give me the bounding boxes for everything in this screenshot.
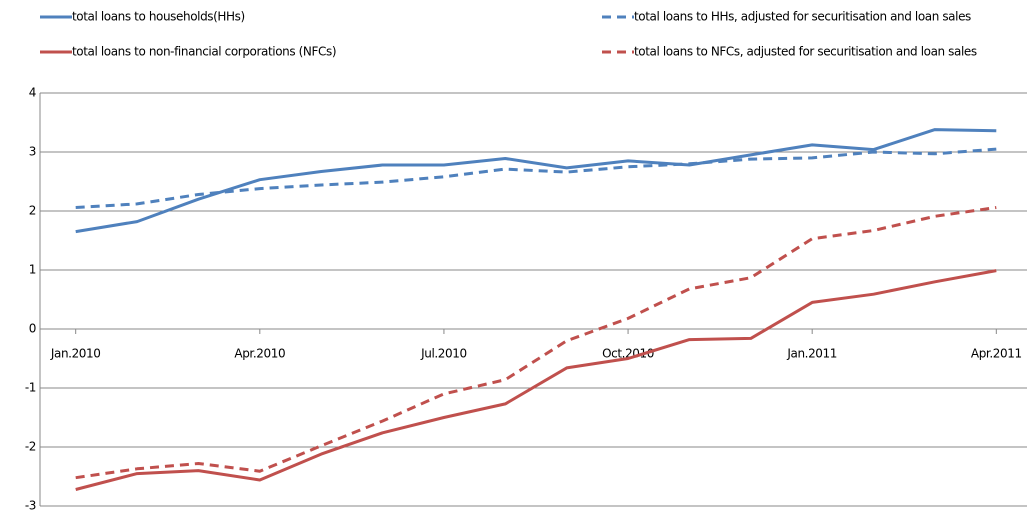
- y-tick-label: 3: [29, 145, 36, 159]
- legend-label: total loans to HHs, adjusted for securit…: [634, 10, 971, 24]
- series-line: [75, 128, 997, 234]
- series-line: [75, 147, 997, 209]
- legend-label: total loans to non-financial corporation…: [72, 45, 336, 59]
- x-tick-label: Apr.2011: [971, 347, 1022, 361]
- y-tick-label: -2: [25, 440, 36, 454]
- y-tick-label: -1: [25, 381, 36, 395]
- x-tick-label: Oct.2010: [602, 347, 654, 361]
- series-line: [75, 206, 997, 480]
- x-tick-label: Jan.2010: [50, 347, 101, 361]
- x-tick-label: Jan.2011: [786, 347, 837, 361]
- series-line: [75, 269, 997, 491]
- x-tick-label: Apr.2010: [234, 347, 285, 361]
- x-tick-label: Jul.2010: [420, 347, 467, 361]
- legend-label: total loans to households(HHs): [72, 10, 245, 24]
- legend-label: total loans to NFCs, adjusted for securi…: [634, 45, 977, 59]
- y-tick-label: -3: [25, 499, 36, 510]
- y-tick-label: 0: [29, 322, 36, 336]
- y-tick-label: 4: [29, 86, 36, 100]
- y-tick-label: 1: [29, 263, 36, 277]
- y-tick-label: 2: [29, 204, 36, 218]
